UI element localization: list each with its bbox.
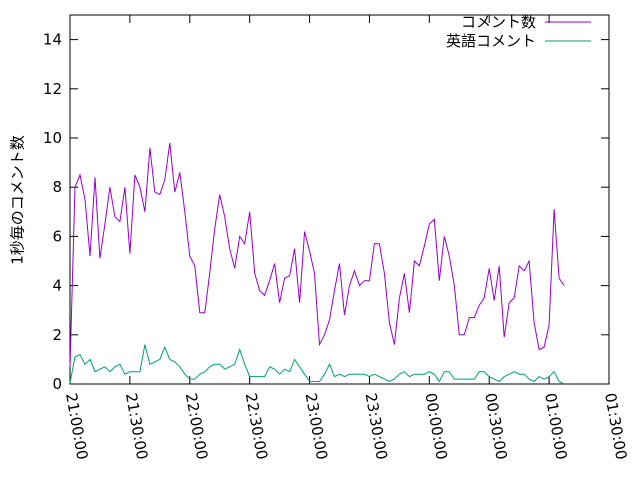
x-tick-label: 00:00:00 bbox=[421, 392, 450, 461]
y-axis-label: 1秒毎のコメント数 bbox=[9, 135, 27, 265]
x-tick-label: 23:00:00 bbox=[302, 392, 331, 461]
y-tick-label: 4 bbox=[52, 277, 62, 295]
x-tick-label: 23:30:00 bbox=[362, 392, 391, 461]
x-tick-label: 01:30:00 bbox=[601, 392, 630, 461]
x-tick-label: 01:00:00 bbox=[541, 392, 570, 461]
legend-label: 英語コメント bbox=[446, 32, 536, 50]
y-tick-label: 10 bbox=[43, 129, 62, 147]
y-tick-label: 14 bbox=[43, 31, 62, 49]
x-tick-label: 21:30:00 bbox=[122, 392, 151, 461]
x-tick-label: 22:30:00 bbox=[242, 392, 271, 461]
plot-border bbox=[69, 14, 610, 385]
y-tick-label: 12 bbox=[43, 80, 62, 98]
series-line bbox=[69, 344, 565, 385]
legend-label: コメント数 bbox=[461, 13, 536, 31]
x-tick-label: 22:00:00 bbox=[182, 392, 211, 461]
series-line bbox=[69, 142, 565, 367]
y-tick-label: 0 bbox=[52, 375, 62, 393]
x-tick-label: 21:00:00 bbox=[62, 392, 91, 461]
y-tick-label: 6 bbox=[52, 227, 62, 245]
y-tick-label: 2 bbox=[52, 326, 62, 344]
x-tick-label: 00:30:00 bbox=[481, 392, 510, 461]
y-tick-label: 8 bbox=[52, 178, 62, 196]
